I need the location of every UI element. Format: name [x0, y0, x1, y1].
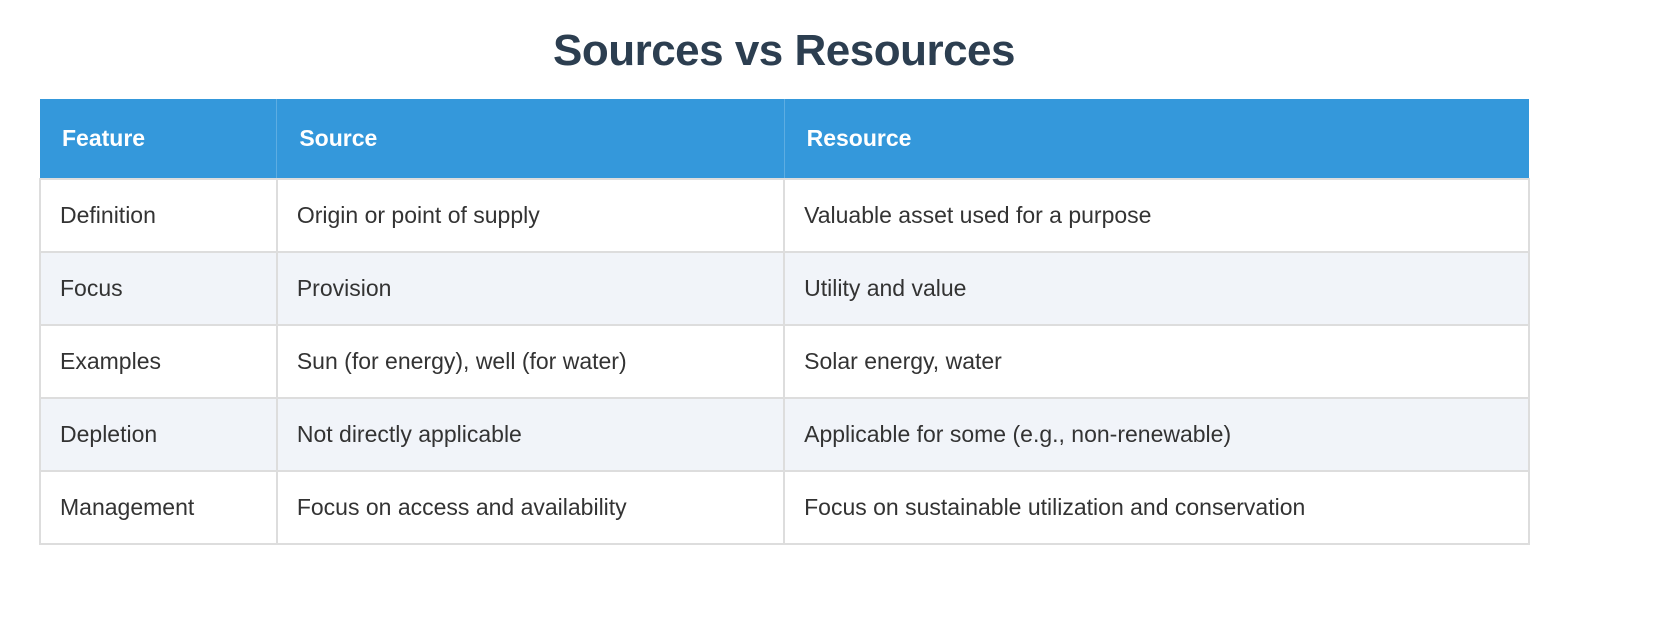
comparison-table: Feature Source Resource Definition Origi…	[39, 99, 1530, 545]
header-feature: Feature	[40, 99, 278, 179]
table-row: Management Focus on access and availabil…	[39, 470, 1530, 545]
cell-source: Origin or point of supply	[275, 178, 786, 253]
cell-source: Sun (for energy), well (for water)	[275, 324, 786, 399]
table-row: Definition Origin or point of supply Val…	[39, 178, 1530, 253]
table-row: Examples Sun (for energy), well (for wat…	[39, 324, 1530, 399]
cell-feature: Management	[39, 470, 278, 545]
table-row: Depletion Not directly applicable Applic…	[39, 397, 1530, 472]
cell-feature: Definition	[39, 178, 278, 253]
header-source: Source	[276, 99, 785, 179]
cell-resource: Focus on sustainable utilization and con…	[783, 470, 1530, 545]
table-header-row: Feature Source Resource	[40, 99, 1529, 179]
cell-resource: Valuable asset used for a purpose	[783, 178, 1530, 253]
cell-feature: Examples	[39, 324, 278, 399]
cell-source: Not directly applicable	[275, 397, 786, 472]
page-title: Sources vs Resources	[552, 26, 1016, 75]
cell-source: Provision	[275, 251, 786, 326]
header-resource: Resource	[784, 99, 1529, 179]
cell-resource: Applicable for some (e.g., non-renewable…	[783, 397, 1530, 472]
cell-source: Focus on access and availability	[275, 470, 786, 545]
cell-feature: Focus	[39, 251, 278, 326]
cell-feature: Depletion	[39, 397, 278, 472]
table-row: Focus Provision Utility and value	[39, 251, 1530, 326]
cell-resource: Utility and value	[783, 251, 1530, 326]
cell-resource: Solar energy, water	[783, 324, 1530, 399]
